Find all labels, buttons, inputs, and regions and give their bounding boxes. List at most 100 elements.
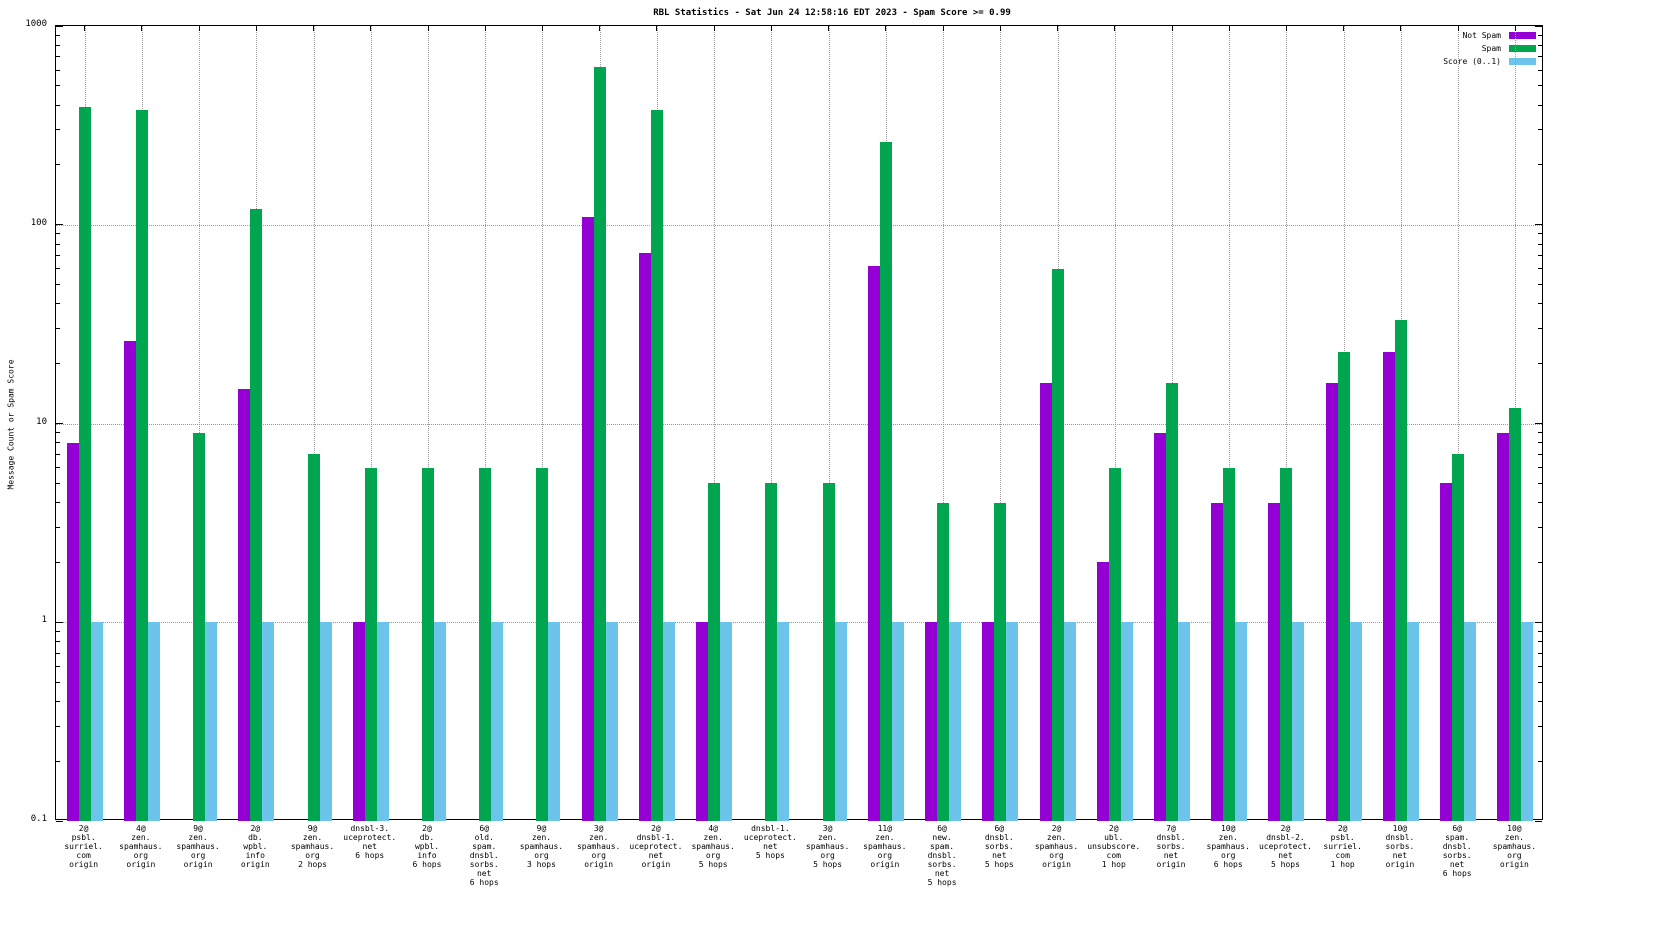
x-tick bbox=[713, 26, 715, 31]
x-category-label-line: net bbox=[362, 842, 377, 851]
x-category-label-line: net bbox=[1449, 860, 1465, 869]
x-category-label-line: 10@ bbox=[1392, 824, 1408, 833]
gridline-vertical bbox=[199, 26, 201, 819]
x-category-label-line: 5 hops bbox=[927, 878, 957, 887]
x-category-label-line: db. bbox=[419, 833, 435, 842]
bar-score-0-1- bbox=[434, 622, 446, 821]
bar-spam bbox=[650, 109, 663, 821]
legend-label: Not Spam bbox=[1462, 31, 1501, 40]
x-category-label-line: origin bbox=[1385, 860, 1415, 869]
y-minor-tick bbox=[56, 34, 60, 36]
x-category-label: 2@ dnsbl-2. uceprotect. net 5 hops bbox=[1245, 824, 1326, 869]
bar-spam bbox=[78, 107, 91, 821]
bar-not-spam bbox=[238, 388, 251, 821]
y-minor-tick bbox=[1538, 363, 1542, 365]
bar-score-0-1- bbox=[1063, 622, 1076, 821]
x-category-label-line: com bbox=[1106, 851, 1121, 860]
x-category-label-line: zen. bbox=[589, 833, 609, 842]
x-tick bbox=[427, 26, 429, 31]
y-tick-label: 1000 bbox=[25, 19, 47, 29]
x-category-label-line: 6 hops bbox=[412, 860, 442, 869]
x-category-label-line: info bbox=[245, 851, 265, 860]
x-category-label-line: dnsbl. bbox=[1442, 842, 1472, 851]
bar-score-0-1- bbox=[548, 622, 561, 821]
x-tick bbox=[1514, 26, 1516, 31]
x-category-label-line: 3 hops bbox=[527, 860, 556, 869]
x-category-label-line: spamhaus. bbox=[1034, 842, 1079, 851]
x-category-label-line: 10@ bbox=[1220, 824, 1236, 833]
bar-score-0-1- bbox=[1292, 622, 1305, 821]
y-minor-tick bbox=[56, 363, 60, 365]
x-category-label-line: org bbox=[534, 851, 549, 860]
y-minor-tick bbox=[56, 85, 60, 87]
x-category-label-line: 5 hops bbox=[1271, 860, 1300, 869]
x-category-label-line: new. bbox=[932, 833, 952, 842]
y-minor-tick bbox=[1538, 104, 1542, 106]
x-category-label-line: net bbox=[992, 851, 1007, 860]
x-tick bbox=[1400, 26, 1402, 31]
bar-score-0-1- bbox=[1521, 622, 1534, 821]
y-major-tick bbox=[1535, 423, 1542, 424]
x-category-label-line: net bbox=[648, 851, 664, 860]
y-minor-tick bbox=[1538, 129, 1542, 131]
bar-not-spam bbox=[1325, 382, 1338, 821]
x-category-label-line: origin bbox=[1156, 860, 1186, 869]
x-category-label-line: org bbox=[705, 851, 721, 860]
x-category-label-line: 6 hops bbox=[1442, 869, 1472, 878]
bar-not-spam bbox=[1497, 432, 1510, 821]
bar-not-spam bbox=[1154, 432, 1166, 821]
x-tick bbox=[141, 26, 143, 31]
gridline-vertical bbox=[714, 26, 716, 819]
bar-score-0-1- bbox=[891, 622, 904, 821]
x-category-label-line: net bbox=[1278, 851, 1293, 860]
legend-entry-not-spam: Not Spam bbox=[1443, 29, 1536, 42]
y-minor-tick bbox=[1538, 233, 1542, 235]
gridline-vertical bbox=[542, 26, 544, 819]
bar-not-spam bbox=[925, 622, 938, 821]
x-tick bbox=[1171, 26, 1173, 31]
y-minor-tick bbox=[56, 442, 60, 444]
bar-not-spam bbox=[1440, 483, 1453, 821]
y-minor-tick bbox=[1538, 561, 1542, 563]
gridline-horizontal bbox=[56, 423, 1542, 425]
x-category-label-line: psbl. bbox=[71, 833, 96, 842]
y-minor-tick bbox=[1538, 69, 1542, 71]
x-category-label-line: spamhaus. bbox=[119, 842, 163, 851]
bar-score-0-1- bbox=[491, 622, 504, 821]
y-major-tick bbox=[56, 621, 63, 623]
x-tick bbox=[1343, 26, 1345, 31]
x-category-label: 6@ spam. dnsbl. sorbs. net 6 hops bbox=[1417, 824, 1498, 878]
bar-spam bbox=[708, 483, 721, 821]
x-category-label-line: psbl. bbox=[1330, 833, 1355, 842]
x-category-label-line: 2@ bbox=[1051, 824, 1062, 833]
x-category-label-line: 1 hop bbox=[1101, 860, 1126, 869]
y-minor-tick bbox=[56, 255, 60, 257]
legend-swatch bbox=[1509, 32, 1536, 39]
bar-not-spam bbox=[982, 622, 995, 821]
bar-not-spam bbox=[867, 266, 880, 821]
x-category-label-line: net bbox=[1392, 851, 1408, 860]
x-category-label-line: wpbl. bbox=[243, 842, 268, 851]
plot-area: Not Spam Spam Score (0..1) bbox=[55, 25, 1543, 822]
x-category-label: dnsbl-3. uceprotect. net 6 hops bbox=[329, 824, 410, 860]
x-category-label-line: zen. bbox=[1046, 833, 1067, 842]
y-minor-tick bbox=[1538, 56, 1542, 58]
x-category-label-line: 6@ bbox=[994, 824, 1005, 833]
x-category-label-line: sorbs. bbox=[1156, 842, 1186, 851]
x-category-label-line: 2@ bbox=[1337, 824, 1348, 833]
x-category-label-line: 2 hops bbox=[298, 860, 327, 869]
y-minor-tick bbox=[56, 56, 60, 58]
y-minor-tick bbox=[56, 328, 60, 330]
x-category-label-line: dnsbl-1. bbox=[636, 833, 676, 842]
y-minor-tick bbox=[1538, 725, 1542, 727]
x-category-label-line: dnsbl-3. bbox=[350, 824, 390, 833]
y-minor-tick bbox=[56, 284, 60, 286]
x-category-label: 2@ db. wpbl. info origin bbox=[215, 824, 296, 869]
x-category-label-line: 2@ bbox=[250, 824, 261, 833]
y-minor-tick bbox=[1538, 630, 1542, 632]
bar-spam bbox=[1223, 467, 1236, 821]
x-category-label: 2@ ubl. unsubscore. com 1 hop bbox=[1073, 824, 1154, 869]
y-major-tick bbox=[56, 25, 63, 27]
y-minor-tick bbox=[56, 652, 60, 654]
bar-spam bbox=[937, 502, 950, 821]
